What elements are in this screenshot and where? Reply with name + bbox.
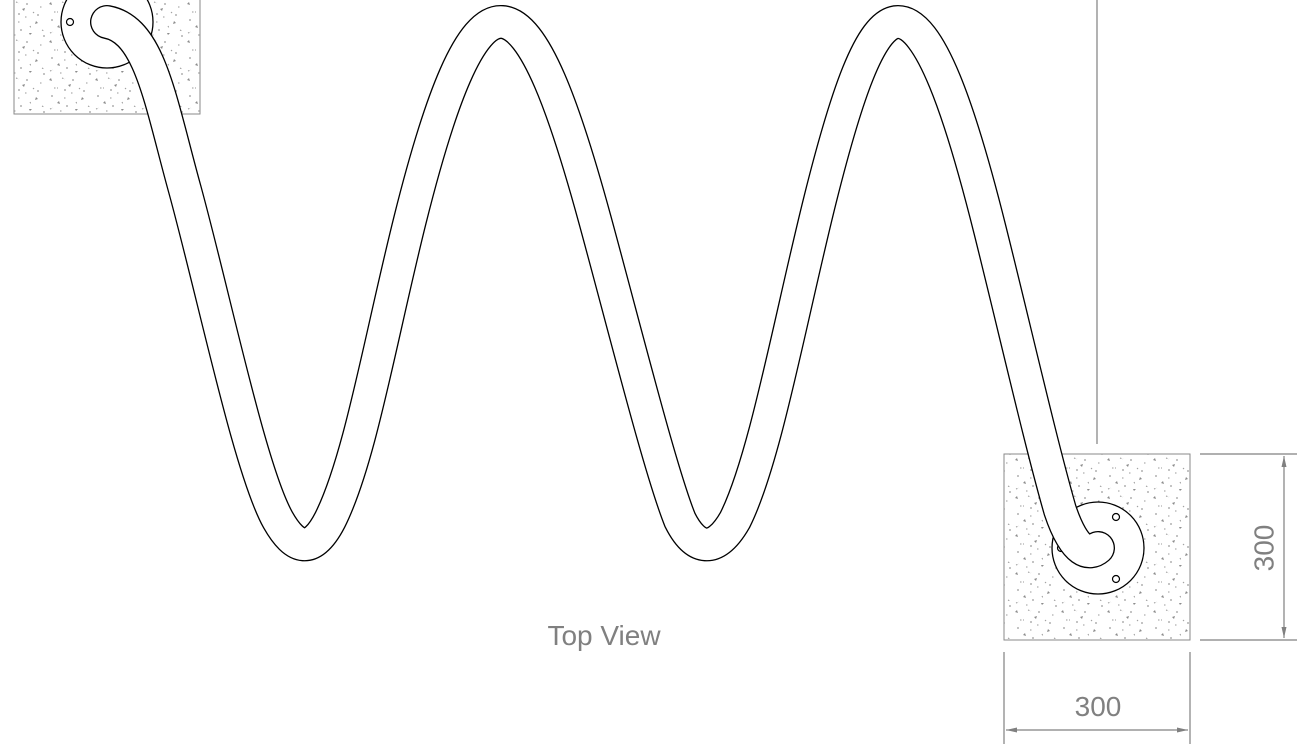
bolt-hole-icon bbox=[65, 17, 75, 27]
dimension-height-label: 300 bbox=[1248, 525, 1279, 572]
dimension-width-label: 300 bbox=[1075, 691, 1122, 722]
bolt-hole-icon bbox=[1111, 574, 1121, 584]
view-caption: Top View bbox=[547, 620, 661, 651]
bolt-hole-icon bbox=[1111, 512, 1121, 522]
serpentine-tube-fill bbox=[91, 6, 1114, 567]
